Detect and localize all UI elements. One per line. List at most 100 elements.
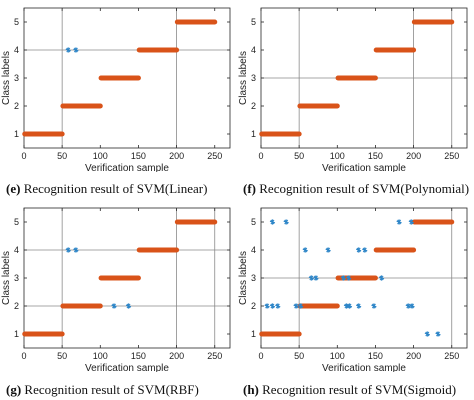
y-axis-label: Class labels xyxy=(238,51,249,105)
misclassified-point xyxy=(408,219,414,225)
misclassified-point xyxy=(313,275,319,281)
figure-caption: (e) Recognition result of SVM(Linear) xyxy=(6,181,207,197)
x-tick-label: 0 xyxy=(258,351,263,361)
y-axis-label: Class labels xyxy=(1,51,12,105)
caption-text: Recognition result of SVM(Linear) xyxy=(20,181,208,196)
misclassified-point xyxy=(293,303,299,309)
misclassified-point xyxy=(405,303,411,309)
misclassified-point xyxy=(340,275,347,281)
misclassified-point xyxy=(362,247,368,253)
y-tick-label: 5 xyxy=(14,17,19,27)
x-tick-label: 200 xyxy=(406,351,421,361)
x-tick-label: 200 xyxy=(406,151,421,161)
y-tick-label: 1 xyxy=(14,329,19,339)
misclassified-point xyxy=(325,247,331,253)
misclassified-point xyxy=(409,303,415,309)
x-tick-label: 0 xyxy=(21,151,26,161)
caption-text: Recognition result of SVM(Sigmoid) xyxy=(258,382,457,397)
caption-letter: (f) xyxy=(243,181,256,196)
x-tick-label: 250 xyxy=(444,351,459,361)
x-tick-label: 100 xyxy=(330,351,345,361)
figure-caption: (h) Recognition result of SVM(Sigmoid) xyxy=(243,382,456,398)
x-tick-label: 250 xyxy=(207,151,222,161)
caption-letter: (e) xyxy=(6,181,21,196)
misclassified-point xyxy=(73,47,79,53)
misclassified-point xyxy=(269,219,276,225)
caption-letter: (g) xyxy=(6,382,22,397)
misclassified-point xyxy=(298,303,304,309)
figure-caption: (f) Recognition result of SVM(Polynomial… xyxy=(243,181,469,197)
misclassified-point xyxy=(343,303,350,309)
misclassified-point xyxy=(65,47,71,53)
chart-panel-0: 0 50 100 150 200 250 1 2 3 4 5 Verification sample C… xyxy=(1,7,231,172)
y-tick-label: 2 xyxy=(14,301,19,311)
x-tick-label: 150 xyxy=(131,351,146,361)
misclassified-point xyxy=(264,303,270,309)
caption-letter: (h) xyxy=(243,382,259,397)
y-axis-label: Class labels xyxy=(1,251,12,305)
misclassified-point xyxy=(308,275,314,281)
y-tick-label: 1 xyxy=(14,129,19,139)
caption-text: Recognition result of SVM(Polynomial) xyxy=(256,181,470,196)
y-tick-label: 5 xyxy=(14,217,19,227)
misclassified-point xyxy=(65,247,71,253)
misclassified-point xyxy=(125,303,132,309)
misclassified-point xyxy=(346,275,352,281)
x-tick-label: 100 xyxy=(330,151,345,161)
caption-text: Recognition result of SVM(RBF) xyxy=(21,382,199,397)
x-tick-label: 100 xyxy=(93,151,108,161)
y-tick-label: 2 xyxy=(251,301,256,311)
chart-panel-2: 0 50 100 150 200 250 1 2 3 4 5 Verification sample C… xyxy=(1,207,231,372)
x-tick-label: 50 xyxy=(57,351,67,361)
y-tick-label: 3 xyxy=(251,273,256,283)
misclassified-point xyxy=(111,303,117,309)
x-tick-label: 200 xyxy=(169,151,184,161)
misclassified-point xyxy=(356,303,362,309)
y-tick-label: 3 xyxy=(14,73,19,83)
x-tick-label: 50 xyxy=(294,151,304,161)
y-tick-label: 4 xyxy=(14,245,19,255)
y-tick-label: 2 xyxy=(251,101,256,111)
misclassified-point xyxy=(283,219,289,225)
y-tick-label: 5 xyxy=(251,17,256,27)
x-axis-label: Verification sample xyxy=(322,363,406,372)
y-tick-label: 4 xyxy=(14,45,19,55)
misclassified-point xyxy=(356,247,362,253)
misclassified-point xyxy=(378,275,385,281)
x-tick-label: 150 xyxy=(131,151,146,161)
x-tick-label: 0 xyxy=(258,151,263,161)
y-tick-label: 3 xyxy=(14,273,19,283)
x-axis-label: Verification sample xyxy=(85,163,169,172)
y-tick-label: 5 xyxy=(251,217,256,227)
misclassified-point xyxy=(371,303,377,309)
y-tick-label: 1 xyxy=(251,329,256,339)
y-tick-label: 3 xyxy=(251,73,256,83)
x-tick-label: 50 xyxy=(294,351,304,361)
x-tick-label: 150 xyxy=(368,151,383,161)
x-tick-label: 50 xyxy=(57,151,67,161)
misclassified-point xyxy=(396,219,402,225)
chart-panel-1: 0 50 100 150 200 250 1 2 3 4 5 Verification sample C… xyxy=(238,7,468,172)
misclassified-point xyxy=(73,247,79,253)
misclassified-point xyxy=(302,247,308,253)
x-tick-label: 250 xyxy=(444,151,459,161)
misclassified-point xyxy=(346,303,353,309)
x-tick-label: 250 xyxy=(207,351,222,361)
figure-caption: (g) Recognition result of SVM(RBF) xyxy=(6,382,199,398)
x-tick-label: 0 xyxy=(21,351,26,361)
x-tick-label: 150 xyxy=(368,351,383,361)
x-tick-label: 200 xyxy=(169,351,184,361)
x-axis-label: Verification sample xyxy=(85,363,169,372)
y-tick-label: 4 xyxy=(251,45,256,55)
y-axis-label: Class labels xyxy=(238,251,249,305)
misclassified-point xyxy=(275,303,281,309)
y-tick-label: 4 xyxy=(251,245,256,255)
misclassified-point xyxy=(424,331,430,337)
x-axis-label: Verification sample xyxy=(322,163,406,172)
misclassified-point xyxy=(269,303,276,309)
chart-panel-3: 0 50 100 150 200 250 1 2 3 4 5 Verification sample C… xyxy=(238,207,468,372)
x-tick-label: 100 xyxy=(93,351,108,361)
y-tick-label: 1 xyxy=(251,129,256,139)
misclassified-point xyxy=(435,331,441,337)
